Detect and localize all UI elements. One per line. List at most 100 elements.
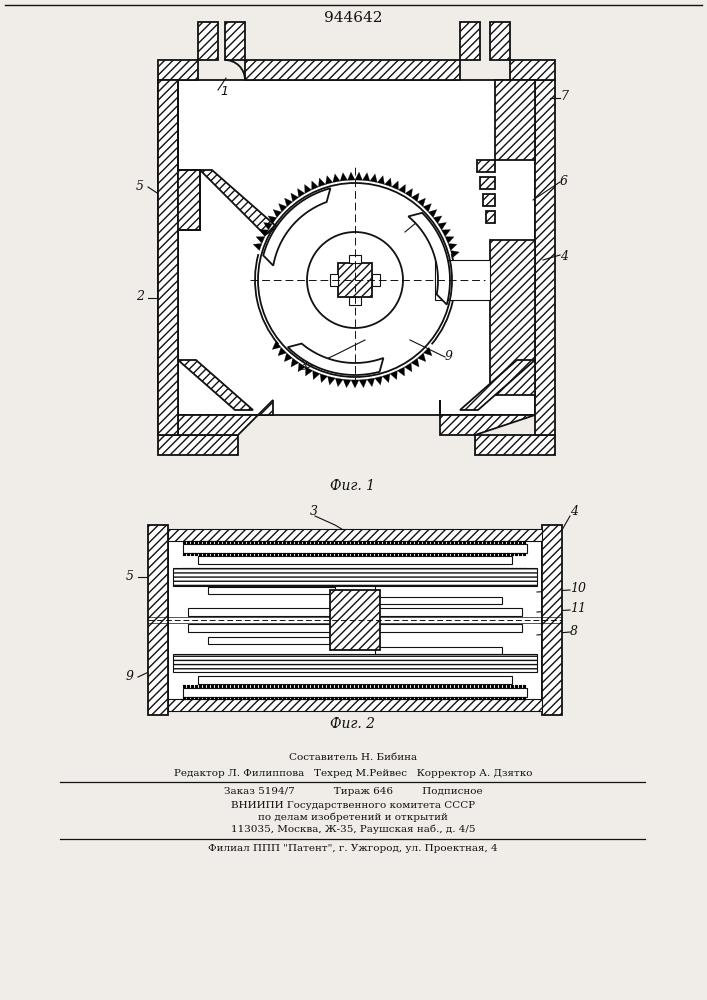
- Bar: [363, 552, 366, 556]
- Polygon shape: [351, 380, 359, 388]
- Text: Редактор Л. Филиппова   Техред М.Рейвес   Корректор А. Дзятко: Редактор Л. Филиппова Техред М.Рейвес Ко…: [174, 769, 532, 778]
- Bar: [523, 540, 526, 544]
- Bar: [295, 568, 298, 571]
- Bar: [247, 669, 250, 672]
- Bar: [359, 696, 362, 700]
- Bar: [235, 540, 238, 544]
- Bar: [455, 568, 458, 571]
- Bar: [191, 696, 194, 700]
- Text: 5: 5: [126, 570, 134, 583]
- Bar: [375, 596, 502, 603]
- Bar: [187, 568, 189, 571]
- Bar: [411, 669, 414, 672]
- Polygon shape: [448, 243, 457, 251]
- Bar: [331, 540, 334, 544]
- Bar: [415, 568, 418, 571]
- Bar: [251, 540, 254, 544]
- Bar: [379, 658, 382, 661]
- Bar: [287, 658, 290, 661]
- Bar: [435, 579, 438, 582]
- Bar: [235, 669, 238, 672]
- Bar: [519, 684, 522, 688]
- Bar: [223, 540, 226, 544]
- Polygon shape: [343, 379, 351, 388]
- Bar: [287, 684, 290, 688]
- Bar: [299, 568, 302, 571]
- Bar: [391, 658, 394, 661]
- Bar: [243, 552, 246, 556]
- Bar: [419, 579, 422, 582]
- Bar: [203, 658, 206, 661]
- Bar: [211, 568, 214, 571]
- Bar: [259, 579, 262, 582]
- Bar: [435, 669, 438, 672]
- Bar: [519, 579, 522, 582]
- Bar: [231, 696, 234, 700]
- Bar: [219, 696, 222, 700]
- Bar: [307, 658, 310, 661]
- Bar: [447, 540, 450, 544]
- Bar: [315, 540, 318, 544]
- Bar: [295, 658, 298, 661]
- Bar: [227, 552, 230, 556]
- Text: 10: 10: [570, 582, 586, 595]
- Bar: [479, 684, 481, 688]
- Bar: [395, 579, 398, 582]
- Bar: [355, 669, 358, 672]
- Bar: [319, 658, 322, 661]
- Bar: [315, 579, 318, 582]
- Bar: [187, 696, 189, 700]
- Polygon shape: [385, 178, 392, 187]
- Bar: [475, 568, 478, 571]
- Bar: [203, 696, 206, 700]
- Bar: [451, 669, 454, 672]
- Bar: [219, 669, 222, 672]
- Polygon shape: [440, 400, 535, 435]
- Polygon shape: [359, 379, 367, 388]
- Bar: [439, 540, 442, 544]
- Bar: [251, 579, 254, 582]
- Bar: [351, 540, 354, 544]
- Bar: [351, 579, 354, 582]
- Bar: [483, 540, 486, 544]
- Polygon shape: [450, 251, 460, 258]
- Bar: [343, 552, 346, 556]
- Bar: [279, 684, 282, 688]
- Bar: [199, 552, 201, 556]
- Bar: [403, 552, 406, 556]
- Bar: [303, 696, 306, 700]
- Bar: [447, 658, 450, 661]
- Bar: [395, 568, 398, 571]
- Bar: [367, 552, 370, 556]
- Bar: [443, 658, 446, 661]
- Bar: [471, 658, 474, 661]
- Bar: [503, 669, 506, 672]
- Bar: [491, 552, 493, 556]
- Bar: [263, 579, 266, 582]
- Bar: [423, 658, 426, 661]
- Bar: [263, 540, 266, 544]
- Bar: [427, 669, 430, 672]
- Bar: [191, 684, 194, 688]
- Bar: [347, 540, 350, 544]
- Bar: [451, 696, 454, 700]
- Bar: [183, 552, 186, 556]
- Bar: [347, 552, 350, 556]
- Bar: [475, 669, 478, 672]
- Bar: [195, 684, 198, 688]
- Bar: [407, 579, 410, 582]
- Polygon shape: [409, 213, 450, 305]
- Bar: [219, 684, 222, 688]
- Polygon shape: [411, 193, 419, 202]
- Polygon shape: [272, 341, 281, 349]
- Bar: [383, 684, 386, 688]
- Bar: [511, 540, 514, 544]
- Bar: [495, 579, 498, 582]
- Bar: [395, 658, 398, 661]
- Bar: [427, 568, 430, 571]
- Bar: [283, 579, 286, 582]
- Bar: [415, 696, 418, 700]
- Bar: [315, 696, 318, 700]
- Bar: [419, 684, 422, 688]
- Bar: [191, 669, 194, 672]
